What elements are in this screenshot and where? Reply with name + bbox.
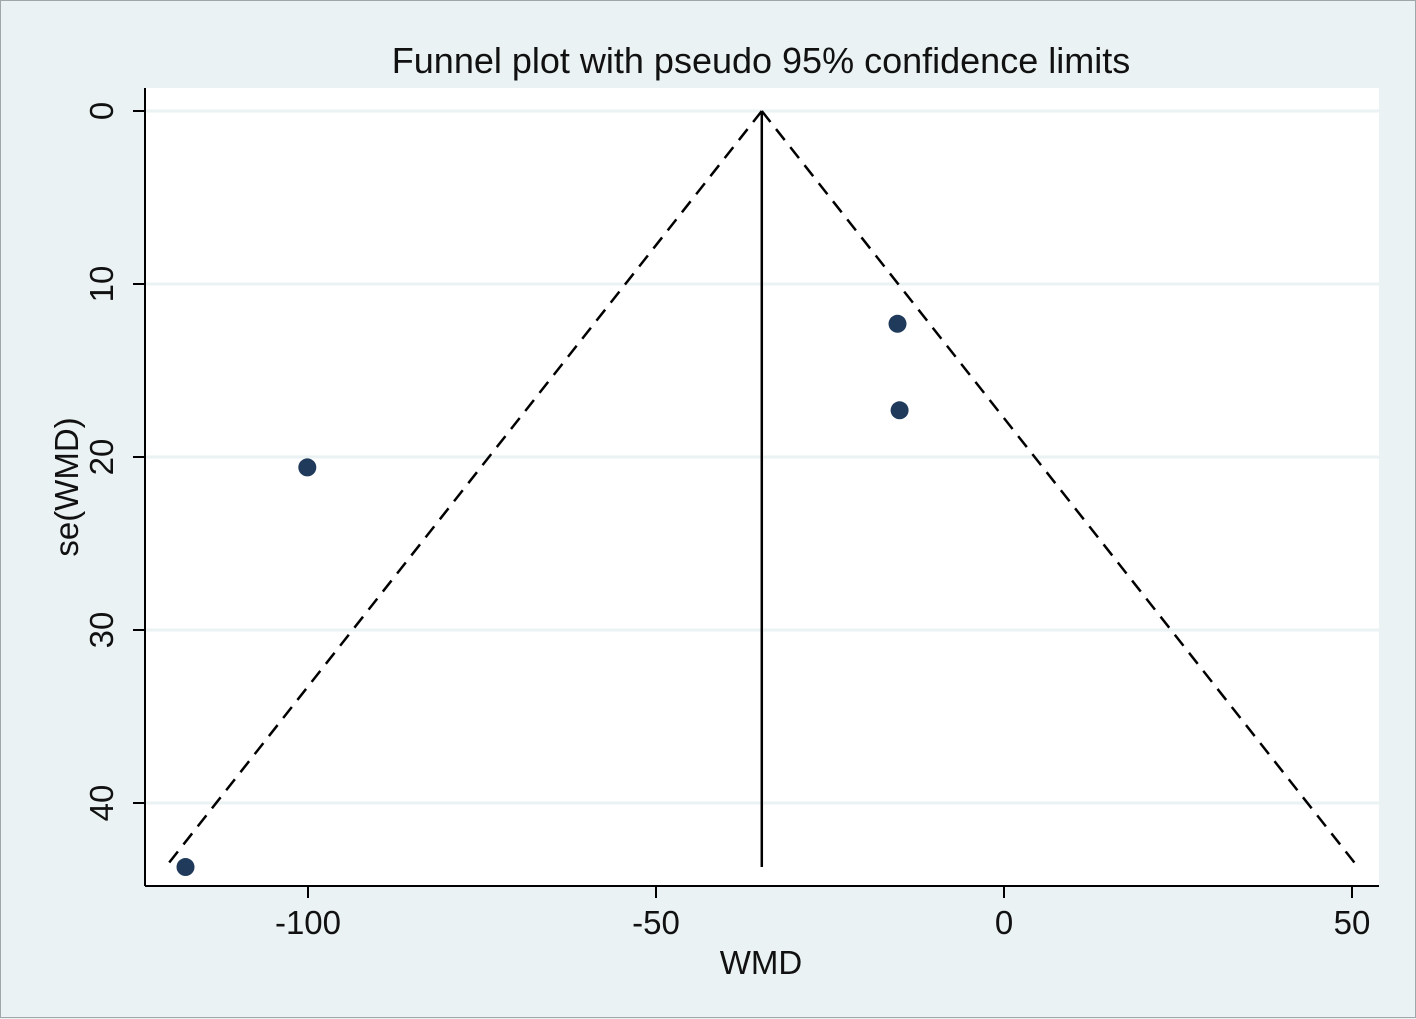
y-tick-label: 40 <box>83 785 120 822</box>
data-points <box>176 314 909 877</box>
x-tick-label: -100 <box>275 904 341 941</box>
y-tick-label: 30 <box>83 612 120 649</box>
y-tick-label: 10 <box>83 266 120 303</box>
x-axis-title: WMD <box>720 944 802 981</box>
data-point <box>298 458 317 477</box>
axes: -100 -50 0 50 0 10 20 30 40 <box>83 88 1379 941</box>
x-tick-label: -50 <box>632 904 680 941</box>
y-tick-label: 0 <box>83 102 120 120</box>
chart-title: Funnel plot with pseudo 95% confidence l… <box>392 40 1130 81</box>
data-point <box>888 314 907 333</box>
data-point <box>890 401 909 420</box>
x-tick-label: 50 <box>1334 904 1371 941</box>
data-point <box>176 858 195 877</box>
y-axis-title: se(WMD) <box>48 417 85 556</box>
funnel-limits <box>164 110 1359 868</box>
x-tick-label: 0 <box>995 904 1013 941</box>
y-tick-label: 20 <box>83 439 120 476</box>
